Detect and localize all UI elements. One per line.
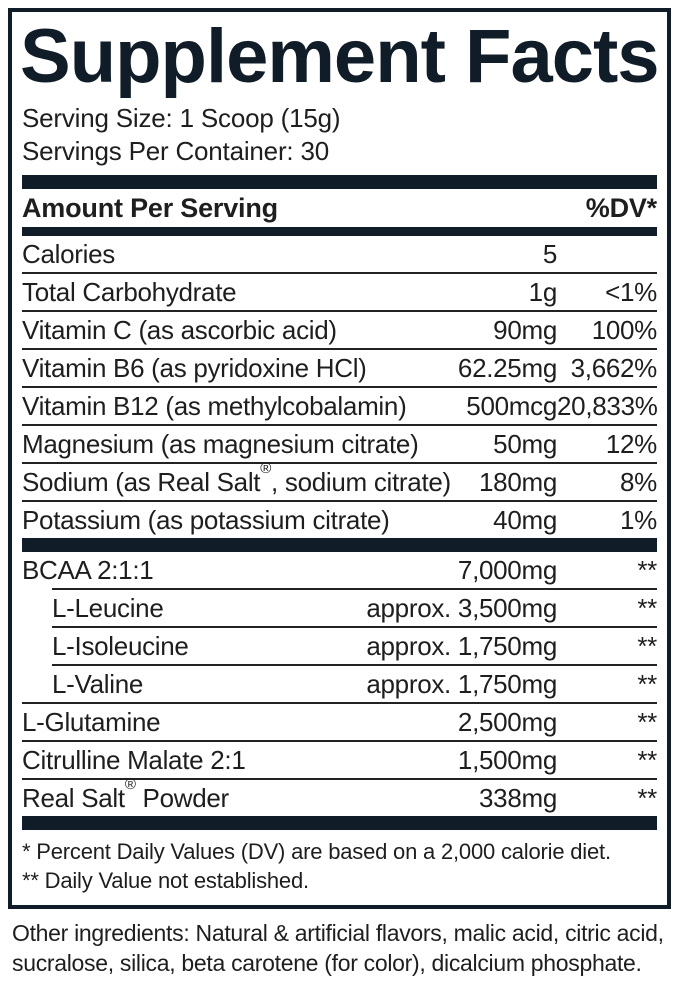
nutrient-dv: **: [637, 706, 657, 737]
nutrient-row-citrulline-malate: Citrulline Malate 2:1 1,500mg **: [22, 740, 657, 778]
nutrient-row-calories: Calories 5: [22, 236, 657, 272]
nutrient-amount: 338mg: [479, 782, 557, 813]
nutrient-amount: 40mg: [493, 504, 557, 535]
nutrient-dv: **: [637, 744, 657, 775]
nutrient-row-potassium: Potassium (as potassium citrate) 40mg 1%: [22, 500, 657, 538]
nutrient-row-l-isoleucine: L-Isoleucine approx. 1,750mg **: [52, 626, 657, 664]
nutrient-row-l-glutamine: L-Glutamine 2,500mg **: [22, 702, 657, 740]
footnotes: * Percent Daily Values (DV) are based on…: [22, 830, 657, 905]
nutrient-dv: **: [637, 782, 657, 813]
nutrient-name: L-Isoleucine: [52, 630, 189, 661]
servings-per-container: Servings Per Container: 30: [22, 136, 329, 166]
nutrient-amount: approx. 1,750mg: [366, 668, 557, 699]
supplement-facts-panel: Supplement Facts Serving Size: 1 Scoop (…: [8, 8, 671, 909]
nutrient-row-l-leucine: L-Leucine approx. 3,500mg **: [52, 588, 657, 626]
separator-bar-thick: [22, 816, 657, 830]
nutrient-dv: 3,662%: [570, 352, 658, 383]
nutrient-row-vitamin-b6: Vitamin B6 (as pyridoxine HCl) 62.25mg 3…: [22, 348, 657, 386]
nutrient-name: Sodium (as Real Salt®, sodium citrate): [22, 459, 451, 497]
nutrient-dv: **: [637, 592, 657, 623]
nutrient-name: Vitamin C (as ascorbic acid): [22, 314, 337, 345]
column-header-row: Amount Per Serving %DV*: [22, 189, 657, 227]
nutrient-row-vitamin-c: Vitamin C (as ascorbic acid) 90mg 100%: [22, 310, 657, 348]
nutrient-name: Calories: [22, 238, 115, 269]
nutrient-dv: 100%: [591, 314, 658, 345]
nutrient-amount: 1g: [528, 276, 558, 307]
nutrient-amount: 7,000mg: [457, 554, 557, 585]
separator-bar-thick: [22, 175, 657, 189]
separator-bar-thick: [22, 538, 657, 552]
nutrient-name: Real Salt® Powder: [22, 775, 229, 813]
nutrient-name: Vitamin B12 (as methylcobalamin): [22, 390, 407, 421]
nutrient-row-l-valine: L-Valine approx. 1,750mg **: [52, 664, 657, 702]
footnote-not-established: ** Daily Value not established.: [22, 868, 309, 893]
nutrient-amount: 5: [542, 238, 557, 269]
nutrient-name: Citrulline Malate 2:1: [22, 744, 246, 775]
nutrient-name: L-Glutamine: [22, 706, 161, 737]
serving-size: Serving Size: 1 Scoop (15g): [22, 103, 341, 133]
footnote-daily-values: * Percent Daily Values (DV) are based on…: [22, 839, 611, 864]
amount-per-serving-header: Amount Per Serving: [22, 192, 278, 223]
separator-bar-medium: [22, 227, 657, 236]
label-title: Supplement Facts: [20, 14, 660, 99]
nutrient-amount: 2,500mg: [457, 706, 557, 737]
other-ingredients: Other ingredients: Natural & artificial …: [12, 920, 664, 976]
nutrient-name: Potassium (as potassium citrate): [22, 504, 390, 535]
nutrient-amount: 180mg: [479, 466, 557, 497]
nutrient-amount: 1,500mg: [457, 744, 557, 775]
nutrient-amount: 50mg: [493, 428, 557, 459]
nutrient-name: Magnesium (as magnesium citrate): [22, 428, 419, 459]
nutrient-row-vitamin-b12: Vitamin B12 (as methylcobalamin) 500mcg …: [22, 386, 658, 424]
nutrient-row-total-carbohydrate: Total Carbohydrate 1g <1%: [22, 272, 657, 310]
nutrient-name: Vitamin B6 (as pyridoxine HCl): [22, 352, 367, 383]
nutrient-dv: 20,833%: [557, 390, 658, 421]
nutrient-name: Total Carbohydrate: [22, 276, 237, 307]
nutrient-amount: 500mcg: [466, 390, 557, 421]
nutrient-name: L-Leucine: [52, 592, 164, 623]
nutrient-row-bcaa: BCAA 2:1:1 7,000mg **: [22, 552, 657, 588]
nutrient-amount: 90mg: [493, 314, 557, 345]
nutrient-amount: 62.25mg: [457, 352, 557, 383]
nutrient-amount: approx. 3,500mg: [366, 592, 557, 623]
nutrient-dv: <1%: [605, 276, 657, 307]
nutrient-dv: **: [637, 668, 657, 699]
nutrient-dv: **: [637, 554, 657, 585]
nutrient-row-magnesium: Magnesium (as magnesium citrate) 50mg 12…: [22, 424, 657, 462]
nutrient-row-sodium: Sodium (as Real Salt®, sodium citrate) 1…: [22, 459, 657, 500]
nutrient-dv: 12%: [605, 428, 657, 459]
nutrient-dv: 1%: [620, 504, 657, 535]
nutrient-row-real-salt-powder: Real Salt® Powder 338mg **: [22, 775, 657, 816]
nutrient-name: BCAA 2:1:1: [22, 554, 154, 585]
nutrient-amount: approx. 1,750mg: [366, 630, 557, 661]
nutrient-dv: 8%: [620, 466, 657, 497]
nutrient-name: L-Valine: [52, 668, 144, 699]
dv-header: %DV*: [585, 192, 657, 223]
nutrient-dv: **: [637, 630, 657, 661]
